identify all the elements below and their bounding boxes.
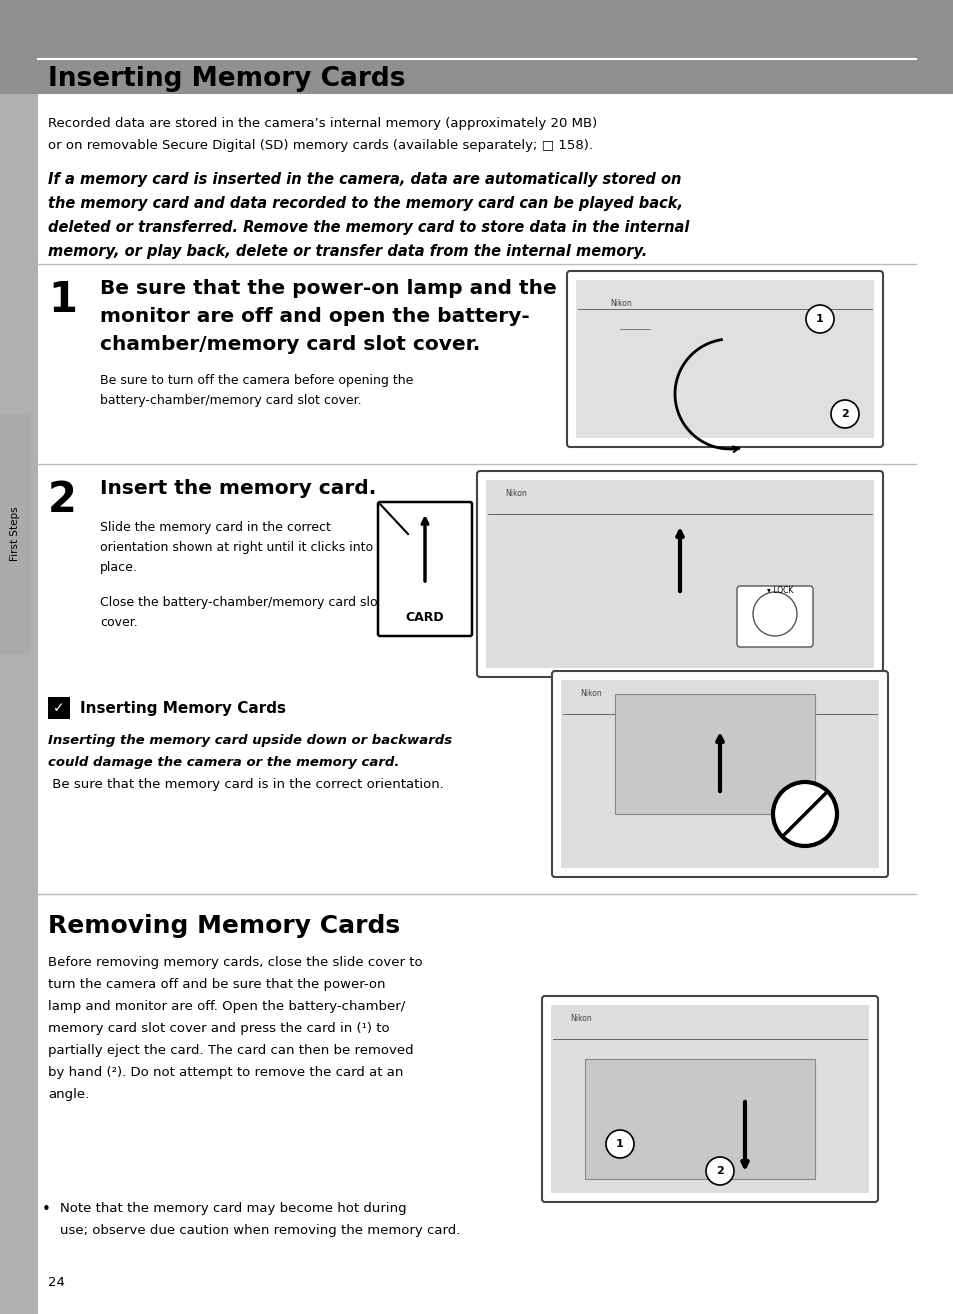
- Text: by hand (²). Do not attempt to remove the card at an: by hand (²). Do not attempt to remove th…: [48, 1066, 403, 1079]
- FancyBboxPatch shape: [541, 996, 877, 1202]
- Bar: [0, 0, 953, 95]
- FancyBboxPatch shape: [476, 470, 882, 677]
- Text: angle.: angle.: [48, 1088, 90, 1101]
- Text: battery-chamber/memory card slot cover.: battery-chamber/memory card slot cover.: [100, 394, 361, 407]
- Text: ▾ LOCK: ▾ LOCK: [766, 586, 793, 595]
- Text: place.: place.: [100, 561, 138, 574]
- Text: Before removing memory cards, close the slide cover to: Before removing memory cards, close the …: [48, 957, 422, 968]
- Bar: [379, 506, 408, 533]
- FancyBboxPatch shape: [377, 502, 472, 636]
- Text: Slide the memory card in the correct: Slide the memory card in the correct: [100, 520, 331, 533]
- Text: 24: 24: [48, 1276, 65, 1289]
- Bar: [584, 1059, 814, 1179]
- Bar: [576, 280, 873, 438]
- Circle shape: [830, 399, 858, 428]
- Text: •: •: [42, 1202, 51, 1217]
- Text: Be sure that the power-on lamp and the: Be sure that the power-on lamp and the: [100, 279, 557, 298]
- Bar: [615, 694, 814, 813]
- Text: Nikon: Nikon: [504, 489, 526, 498]
- Text: 1: 1: [48, 279, 77, 321]
- Text: 2: 2: [841, 409, 848, 419]
- Text: Nikon: Nikon: [569, 1014, 591, 1024]
- Text: If a memory card is inserted in the camera, data are automatically stored on: If a memory card is inserted in the came…: [48, 172, 680, 187]
- Text: Inserting Memory Cards: Inserting Memory Cards: [48, 66, 405, 92]
- Text: 2: 2: [48, 480, 77, 520]
- Text: 2: 2: [716, 1166, 723, 1176]
- Text: First Steps: First Steps: [10, 507, 20, 561]
- Circle shape: [772, 782, 836, 846]
- Text: the memory card and data recorded to the memory card can be played back,: the memory card and data recorded to the…: [48, 196, 682, 212]
- Text: Insert the memory card.: Insert the memory card.: [100, 480, 375, 498]
- Text: ✓: ✓: [53, 700, 65, 715]
- FancyBboxPatch shape: [566, 271, 882, 447]
- Text: turn the camera off and be sure that the power-on: turn the camera off and be sure that the…: [48, 978, 385, 991]
- Text: Inserting Memory Cards: Inserting Memory Cards: [80, 700, 286, 716]
- Text: chamber/memory card slot cover.: chamber/memory card slot cover.: [100, 335, 479, 353]
- Text: cover.: cover.: [100, 616, 137, 629]
- Text: CARD: CARD: [405, 611, 444, 624]
- FancyBboxPatch shape: [552, 671, 887, 876]
- Bar: [560, 681, 878, 869]
- Circle shape: [605, 1130, 634, 1158]
- Text: lamp and monitor are off. Open the battery-chamber/: lamp and monitor are off. Open the batte…: [48, 1000, 405, 1013]
- Text: memory, or play back, delete or transfer data from the internal memory.: memory, or play back, delete or transfer…: [48, 244, 646, 259]
- Text: or on removable Secure Digital (SD) memory cards (available separately; □ 158).: or on removable Secure Digital (SD) memo…: [48, 139, 593, 152]
- Text: use; observe due caution when removing the memory card.: use; observe due caution when removing t…: [60, 1225, 460, 1236]
- Text: memory card slot cover and press the card in (¹) to: memory card slot cover and press the car…: [48, 1022, 389, 1035]
- Circle shape: [805, 305, 833, 332]
- Text: deleted or transferred. Remove the memory card to store data in the internal: deleted or transferred. Remove the memor…: [48, 219, 689, 235]
- Bar: [0, 414, 30, 654]
- Text: 1: 1: [815, 314, 823, 325]
- Text: partially eject the card. The card can then be removed: partially eject the card. The card can t…: [48, 1045, 414, 1056]
- Text: Be sure that the memory card is in the correct orientation.: Be sure that the memory card is in the c…: [48, 778, 443, 791]
- Circle shape: [705, 1158, 733, 1185]
- Bar: [48, 696, 70, 719]
- Text: 1: 1: [616, 1139, 623, 1148]
- Bar: [485, 480, 873, 668]
- Text: could damage the camera or the memory card.: could damage the camera or the memory ca…: [48, 756, 399, 769]
- Text: Inserting the memory card upside down or backwards: Inserting the memory card upside down or…: [48, 735, 452, 746]
- Text: Removing Memory Cards: Removing Memory Cards: [48, 915, 399, 938]
- Text: Recorded data are stored in the camera’s internal memory (approximately 20 MB): Recorded data are stored in the camera’s…: [48, 117, 597, 130]
- Bar: [551, 1005, 868, 1193]
- Text: Note that the memory card may become hot during: Note that the memory card may become hot…: [60, 1202, 406, 1215]
- FancyBboxPatch shape: [737, 586, 812, 646]
- Text: orientation shown at right until it clicks into: orientation shown at right until it clic…: [100, 541, 373, 555]
- Text: Nikon: Nikon: [609, 300, 631, 307]
- Text: monitor are off and open the battery-: monitor are off and open the battery-: [100, 307, 529, 326]
- Text: Nikon: Nikon: [579, 689, 601, 698]
- Circle shape: [752, 593, 796, 636]
- Text: Be sure to turn off the camera before opening the: Be sure to turn off the camera before op…: [100, 374, 413, 388]
- Text: Close the battery-chamber/memory card slot: Close the battery-chamber/memory card sl…: [100, 597, 382, 608]
